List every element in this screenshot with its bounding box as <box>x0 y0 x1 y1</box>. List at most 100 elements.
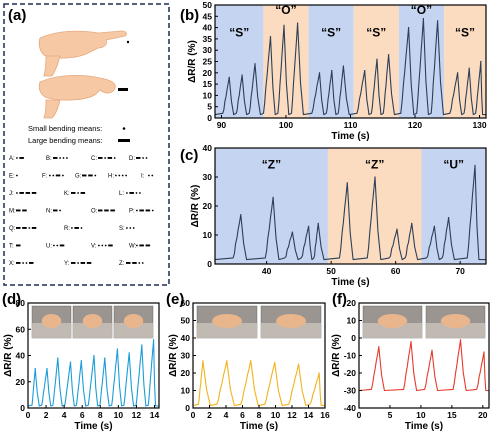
data-point-b-6 <box>296 22 299 24</box>
morse-dash <box>108 244 113 247</box>
series-line-d <box>27 339 159 407</box>
morse-dot <box>77 262 79 264</box>
morse-letter-E: E: <box>9 174 15 180</box>
morse-letter-U: U: <box>46 244 52 250</box>
y-tick-label: 30 <box>203 45 213 55</box>
y-axis-title-b: ΔR/R (%) <box>187 40 198 83</box>
data-point-c-10 <box>433 225 435 227</box>
morse-dot <box>104 157 106 159</box>
morse-letter-M: M: <box>9 209 16 215</box>
y-tick-label: 20 <box>347 298 357 308</box>
morse-dot <box>145 157 148 159</box>
x-axis-title-b: Time (s) <box>331 131 369 142</box>
morse-letter-L: L: <box>119 191 124 197</box>
morse-dash <box>16 262 21 264</box>
y-tick-label: 30 <box>181 351 191 361</box>
region-b-1 <box>215 5 264 118</box>
hand-photo-shape <box>41 314 62 328</box>
data-point-b-14 <box>422 17 425 20</box>
x-tick-label: 50 <box>326 266 336 276</box>
x-tick-label: 4 <box>62 410 67 420</box>
morse-dash <box>16 227 21 229</box>
morse-letter-I: I: <box>141 174 145 180</box>
data-point-b-17 <box>468 67 470 69</box>
morse-letter-J: J: <box>9 191 14 197</box>
data-point-d-8 <box>116 348 119 350</box>
morse-dash <box>139 244 144 247</box>
y-tick-label: -40 <box>344 403 357 413</box>
data-point-c-12 <box>474 164 476 166</box>
morse-dot <box>71 227 73 229</box>
morse-dot <box>28 227 31 229</box>
y-tick-label: 10 <box>181 386 191 396</box>
x-axis-title-c: Time (s) <box>331 277 369 288</box>
morse-dash <box>29 262 34 264</box>
data-point-d-5 <box>80 360 82 362</box>
data-point-b-15 <box>437 20 439 22</box>
y-tick-label: 5 <box>207 102 212 112</box>
morse-dot <box>22 262 24 264</box>
morse-dot <box>151 174 154 177</box>
hand-photo-shape <box>276 314 306 328</box>
photo-inset-tray <box>73 323 112 338</box>
morse-dash <box>104 209 109 212</box>
morse-letter-A: A: <box>9 156 15 162</box>
y-axis-title-e: ΔR/R (%) <box>168 334 179 377</box>
region-label-b-6: “S” <box>455 26 475 40</box>
morse-dot <box>113 157 116 159</box>
x-tick-label: 2 <box>207 410 212 420</box>
morse-dash <box>53 209 58 212</box>
y-tick-label: 40 <box>16 351 26 361</box>
data-point-c-4 <box>307 225 310 227</box>
data-point-d-9 <box>128 352 130 354</box>
morse-code-table: A: B: C: D: E: F: G: H: I: J: K: L: M: N: O: P: Q: R: S: T:… <box>9 156 154 267</box>
y-tick-label: -30 <box>344 386 357 396</box>
data-point-c-6 <box>346 182 348 184</box>
y-tick-label: 20 <box>16 377 26 387</box>
data-point-b-18 <box>480 60 482 63</box>
morse-dot <box>121 174 124 177</box>
data-point-c-8 <box>396 228 398 230</box>
morse-dash <box>55 174 61 177</box>
morse-dash <box>145 209 151 212</box>
x-tick-label: 0 <box>357 410 362 420</box>
morse-dash <box>126 262 131 264</box>
morse-letter-O: O: <box>91 209 98 215</box>
panel-a-label: (a) <box>8 7 26 24</box>
morse-letter-W: W: <box>129 244 137 250</box>
data-point-c-3 <box>291 231 294 233</box>
x-tick-label: 12 <box>132 410 142 420</box>
data-point-c-1 <box>240 214 242 216</box>
morse-dash <box>53 157 58 159</box>
panel-b-label: (b) <box>180 7 199 24</box>
y-tick-label: 45 <box>203 11 213 21</box>
morse-dash <box>82 174 87 177</box>
data-point-f-3 <box>431 349 433 351</box>
morse-dot <box>129 227 132 229</box>
series-line-c <box>214 164 486 261</box>
x-tick-label: 110 <box>344 120 358 130</box>
x-tick-label: 2 <box>44 410 49 420</box>
x-tick-label: 14 <box>304 410 314 420</box>
large-bending-legend: Large bending means: <box>28 136 103 145</box>
y-tick-label: 40 <box>181 333 191 343</box>
morse-dot <box>59 157 61 159</box>
data-point-b-11 <box>376 58 378 60</box>
x-tick-label: 100 <box>279 120 293 130</box>
photo-inset-tray <box>114 323 153 338</box>
y-tick-label: 25 <box>203 57 213 67</box>
region-label-b-5: “O” <box>411 3 432 17</box>
photo-inset-tray <box>426 323 485 338</box>
morse-dot <box>16 174 18 177</box>
data-point-d-4 <box>69 361 72 363</box>
hand-photo-shape <box>123 314 144 328</box>
data-point-d-10 <box>141 344 143 346</box>
x-tick-label: 12 <box>287 410 297 420</box>
hand-bending-illustration <box>38 74 128 119</box>
morse-dot <box>136 209 138 212</box>
morse-letter-X: X: <box>9 261 15 267</box>
morse-dot <box>56 244 59 247</box>
y-tick-label: 0 <box>207 259 212 269</box>
